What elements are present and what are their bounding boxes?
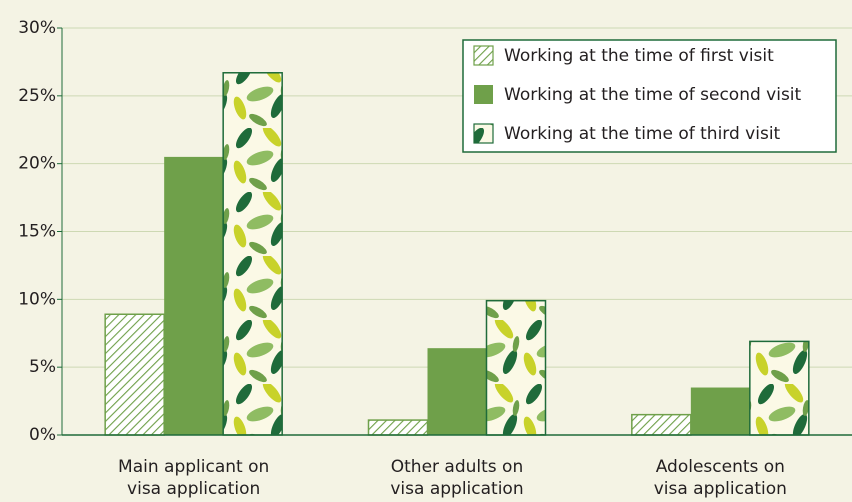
bar xyxy=(223,73,282,435)
legend-swatch xyxy=(474,46,493,65)
bar xyxy=(164,157,223,435)
bar xyxy=(750,341,809,435)
y-tick-label: 30% xyxy=(18,18,56,38)
legend-swatch xyxy=(474,124,493,143)
bar xyxy=(691,388,750,435)
y-tick-label: 15% xyxy=(18,222,56,242)
y-tick-label: 25% xyxy=(18,86,56,106)
legend-swatch xyxy=(474,85,493,104)
bar xyxy=(632,415,691,435)
y-tick-label: 10% xyxy=(18,289,56,309)
bar xyxy=(369,420,428,435)
bar xyxy=(105,314,164,435)
bar xyxy=(487,301,546,435)
legend-label: Working at the time of second visit xyxy=(504,85,802,105)
y-tick-label: 0% xyxy=(29,425,56,445)
chart: 0% 5% 10% 15% 20% 25% 30% Main applicant onvisa… xyxy=(0,0,852,502)
legend-label: Working at the time of first visit xyxy=(504,46,774,66)
bar xyxy=(428,348,487,435)
y-tick-label: 5% xyxy=(29,357,56,377)
legend-label: Working at the time of third visit xyxy=(504,124,781,144)
y-tick-label: 20% xyxy=(18,154,56,174)
